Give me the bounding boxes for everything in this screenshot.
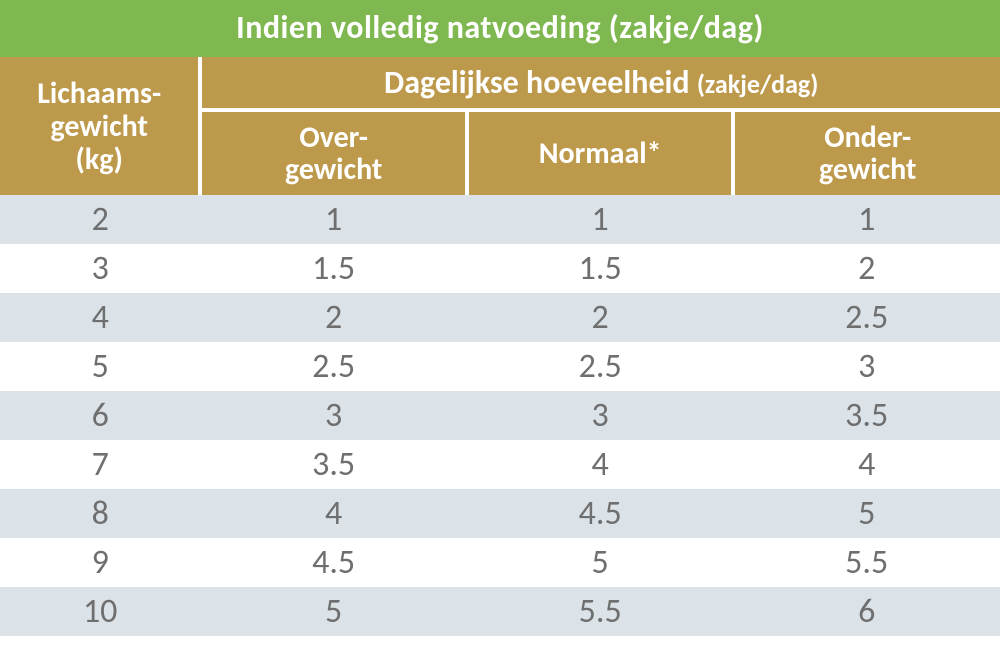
header-normal-line1: Normaal*: [539, 135, 662, 172]
table-row: 2111: [0, 195, 1000, 244]
header-overweight-line2: gewicht: [285, 151, 382, 188]
header-daily-amount-sub: (zakje/dag): [697, 68, 819, 100]
cell-over: 3.5: [200, 440, 467, 489]
header-bodyweight: Lichaams- gewicht (kg): [0, 57, 200, 195]
cell-under: 5.5: [733, 538, 1000, 587]
header-overweight: Over- gewicht: [200, 110, 467, 195]
table-title: Indien volledig natvoeding (zakje/dag): [0, 0, 1000, 57]
cell-over: 4: [200, 489, 467, 538]
table-header: Lichaams- gewicht (kg) Dagelijkse hoevee…: [0, 57, 1000, 195]
data-table: Lichaams- gewicht (kg) Dagelijkse hoevee…: [0, 57, 1000, 636]
cell-over: 2.5: [200, 342, 467, 391]
cell-under: 2.5: [733, 293, 1000, 342]
table-row: 844.55: [0, 489, 1000, 538]
feeding-table: Indien volledig natvoeding (zakje/dag) L…: [0, 0, 1000, 636]
cell-over: 5: [200, 587, 467, 636]
cell-normal: 1: [467, 195, 734, 244]
header-bodyweight-line2: gewicht: [51, 108, 148, 145]
cell-weight: 9: [0, 538, 200, 587]
header-underweight: Onder- gewicht: [733, 110, 1000, 195]
table-row: 52.52.53: [0, 342, 1000, 391]
cell-under: 5: [733, 489, 1000, 538]
cell-weight: 4: [0, 293, 200, 342]
table-row: 6333.5: [0, 391, 1000, 440]
cell-over: 1.5: [200, 244, 467, 293]
cell-under: 3: [733, 342, 1000, 391]
table-body: 211131.51.524222.552.52.536333.573.54484…: [0, 195, 1000, 636]
cell-normal: 1.5: [467, 244, 734, 293]
cell-normal: 4: [467, 440, 734, 489]
cell-under: 6: [733, 587, 1000, 636]
table-row: 73.544: [0, 440, 1000, 489]
cell-weight: 6: [0, 391, 200, 440]
cell-normal: 4.5: [467, 489, 734, 538]
header-underweight-line2: gewicht: [819, 151, 916, 188]
cell-under: 3.5: [733, 391, 1000, 440]
cell-over: 3: [200, 391, 467, 440]
table-row: 31.51.52: [0, 244, 1000, 293]
cell-normal: 3: [467, 391, 734, 440]
cell-weight: 8: [0, 489, 200, 538]
cell-normal: 2.5: [467, 342, 734, 391]
cell-over: 4.5: [200, 538, 467, 587]
table-row: 94.555.5: [0, 538, 1000, 587]
cell-weight: 3: [0, 244, 200, 293]
header-normal: Normaal*: [467, 110, 734, 195]
table-row: 4222.5: [0, 293, 1000, 342]
cell-under: 4: [733, 440, 1000, 489]
cell-normal: 5.5: [467, 587, 734, 636]
cell-weight: 7: [0, 440, 200, 489]
table-row: 1055.56: [0, 587, 1000, 636]
header-bodyweight-line1: Lichaams-: [37, 75, 161, 112]
header-bodyweight-line3: (kg): [76, 141, 123, 178]
header-daily-amount-main: Dagelijkse hoeveelheid: [384, 63, 697, 102]
cell-under: 2: [733, 244, 1000, 293]
cell-weight: 5: [0, 342, 200, 391]
cell-over: 2: [200, 293, 467, 342]
cell-normal: 2: [467, 293, 734, 342]
cell-normal: 5: [467, 538, 734, 587]
cell-under: 1: [733, 195, 1000, 244]
cell-weight: 10: [0, 587, 200, 636]
cell-weight: 2: [0, 195, 200, 244]
header-daily-amount: Dagelijkse hoeveelheid (zakje/dag): [200, 57, 1000, 110]
cell-over: 1: [200, 195, 467, 244]
